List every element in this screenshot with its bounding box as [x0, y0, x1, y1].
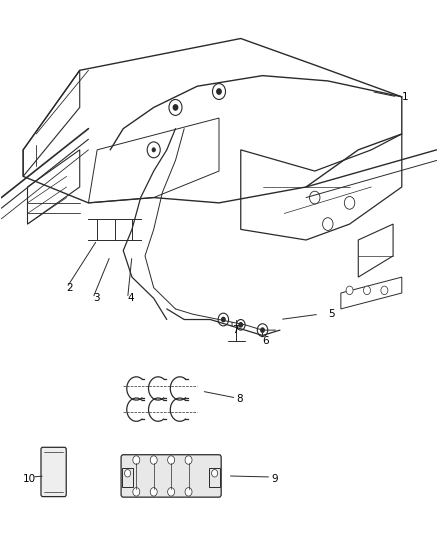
- Circle shape: [168, 456, 175, 464]
- Circle shape: [239, 322, 243, 327]
- Circle shape: [257, 324, 268, 336]
- Circle shape: [185, 488, 192, 496]
- Circle shape: [344, 197, 355, 209]
- Circle shape: [364, 286, 371, 295]
- Text: 9: 9: [271, 474, 278, 483]
- Text: 8: 8: [237, 394, 243, 404]
- Circle shape: [381, 286, 388, 295]
- Text: 4: 4: [127, 293, 134, 303]
- Circle shape: [212, 84, 226, 100]
- Bar: [122, 468, 133, 487]
- Text: 10: 10: [23, 474, 36, 483]
- FancyBboxPatch shape: [121, 455, 221, 497]
- Text: 6: 6: [262, 336, 269, 346]
- Circle shape: [124, 470, 131, 477]
- Text: 7: 7: [232, 325, 239, 335]
- Circle shape: [150, 456, 157, 464]
- Text: 5: 5: [328, 309, 335, 319]
- Circle shape: [322, 217, 333, 230]
- Circle shape: [133, 456, 140, 464]
- Text: 1: 1: [402, 92, 408, 102]
- Circle shape: [133, 488, 140, 496]
- Circle shape: [217, 89, 221, 94]
- Circle shape: [169, 100, 182, 115]
- Bar: [209, 468, 220, 487]
- Circle shape: [147, 142, 160, 158]
- Circle shape: [173, 105, 178, 110]
- Circle shape: [218, 313, 229, 326]
- Circle shape: [168, 488, 175, 496]
- Text: 2: 2: [67, 282, 73, 293]
- Circle shape: [152, 148, 155, 152]
- Circle shape: [185, 456, 192, 464]
- Circle shape: [222, 317, 225, 321]
- Circle shape: [261, 328, 264, 332]
- Circle shape: [346, 286, 353, 295]
- Circle shape: [237, 319, 245, 330]
- Circle shape: [212, 470, 218, 477]
- Circle shape: [310, 191, 320, 204]
- FancyBboxPatch shape: [41, 447, 66, 497]
- Circle shape: [150, 488, 157, 496]
- Text: 3: 3: [93, 293, 99, 303]
